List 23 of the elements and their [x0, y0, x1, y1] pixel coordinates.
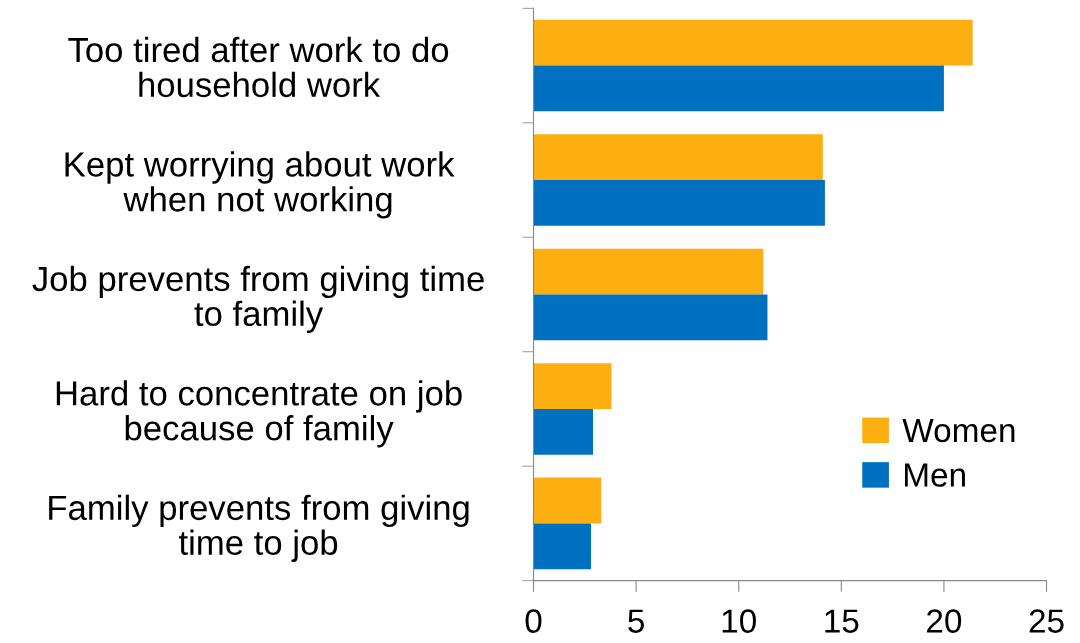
y-tick-label: Family prevents from giving time to job [49, 494, 469, 562]
bar [533, 134, 823, 181]
bar [533, 363, 612, 409]
x-tick-label: 0 [525, 609, 542, 633]
bar [533, 523, 591, 570]
y-tick-label: Too tired after work to do household work [68, 36, 449, 98]
x-tick-label: 15 [825, 609, 859, 633]
bar [533, 294, 768, 341]
y-tick-label: Job prevents from giving time to family [32, 265, 484, 333]
bar [533, 248, 764, 295]
x-tick-label: 5 [628, 609, 644, 633]
bar [533, 477, 602, 524]
legend-label: Men [905, 463, 965, 487]
bar [533, 19, 973, 66]
bar [533, 408, 594, 455]
x-tick-label: 20 [927, 609, 962, 633]
bar [533, 180, 825, 226]
x-tick-label: 25 [1029, 609, 1064, 633]
y-tick-label: Hard to concentrate on job because of family [56, 380, 462, 448]
legend-label: Women [902, 418, 1015, 443]
x-tick-label: 10 [722, 609, 756, 633]
bar [533, 65, 944, 112]
y-tick-label: Kept worrying about work when not working [65, 151, 455, 219]
